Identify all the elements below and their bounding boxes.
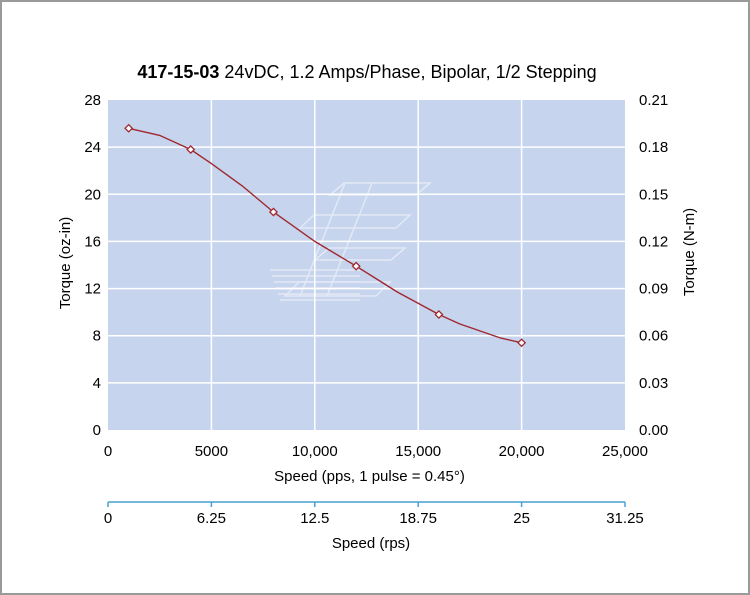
rps-axis: 0 6.25 12.5 18.75 25 31.25 — [104, 501, 644, 527]
y-axis-label: Torque (oz-in) — [57, 217, 74, 310]
watermark-stroke — [326, 182, 373, 297]
series-line — [128, 127, 522, 344]
plot-area — [108, 100, 625, 430]
watermark-bar — [312, 247, 408, 261]
y2-tick-label: 0.18 — [639, 139, 668, 156]
data-point-marker — [186, 144, 196, 155]
y-tick-label: 20 — [84, 186, 101, 203]
x2-tick-label: 18.75 — [399, 510, 437, 527]
y-tick-label: 12 — [84, 281, 101, 298]
x2-tick-label: 25 — [513, 510, 530, 527]
y2-tick-label: 0.15 — [639, 186, 668, 203]
data-point-marker — [351, 261, 361, 271]
grid-lines — [108, 100, 625, 430]
y2-tick-label: 0.00 — [639, 422, 668, 439]
x2-tick-label: 31.25 — [606, 510, 644, 527]
tick-labels: 0 5000 10,000 15,000 20,000 25,000 0 4 8 12 16 20 24… — [84, 92, 668, 460]
y-tick-label: 0 — [93, 422, 101, 439]
x-tick-label: 20,000 — [499, 443, 545, 460]
title-part-number: 417-15-03 — [137, 62, 219, 82]
y2-tick-label: 0.21 — [639, 92, 668, 109]
x2-axis-label: Speed (rps) — [332, 535, 410, 552]
y2-tick-label: 0.12 — [639, 233, 668, 250]
x-tick-label: 15,000 — [395, 443, 441, 460]
x-tick-label: 5000 — [195, 443, 228, 460]
data-point-marker — [268, 207, 278, 217]
watermark-bar — [298, 214, 412, 229]
watermark-stroke — [299, 182, 346, 297]
title-description: 24vDC, 1.2 Amps/Phase, Bipolar, 1/2 Step… — [224, 62, 596, 82]
series-group — [124, 123, 527, 348]
chart-title: 417-15-03 24vDC, 1.2 Amps/Phase, Bipolar,… — [137, 62, 596, 82]
x-tick-label: 0 — [104, 443, 112, 460]
x2-tick-label: 6.25 — [197, 510, 226, 527]
x-tick-label: 25,000 — [602, 443, 648, 460]
y-tick-label: 24 — [84, 139, 101, 156]
y2-tick-label: 0.09 — [639, 281, 668, 298]
data-point-marker — [517, 338, 527, 348]
x2-tick-label: 12.5 — [300, 510, 329, 527]
y-tick-label: 8 — [93, 328, 101, 345]
data-point-marker — [124, 123, 134, 133]
y2-tick-label: 0.06 — [639, 328, 668, 345]
y-tick-label: 16 — [84, 233, 101, 250]
x-axis-label: Speed (pps, 1 pulse = 0.45°) — [274, 468, 465, 485]
x2-tick-label: 0 — [104, 510, 112, 527]
y-tick-label: 28 — [84, 92, 101, 109]
y2-tick-label: 0.03 — [639, 375, 668, 392]
data-point-marker — [434, 309, 444, 320]
x-tick-label: 10,000 — [292, 443, 338, 460]
y2-axis-label: Torque (N-m) — [681, 208, 698, 296]
y-tick-label: 4 — [93, 375, 101, 392]
